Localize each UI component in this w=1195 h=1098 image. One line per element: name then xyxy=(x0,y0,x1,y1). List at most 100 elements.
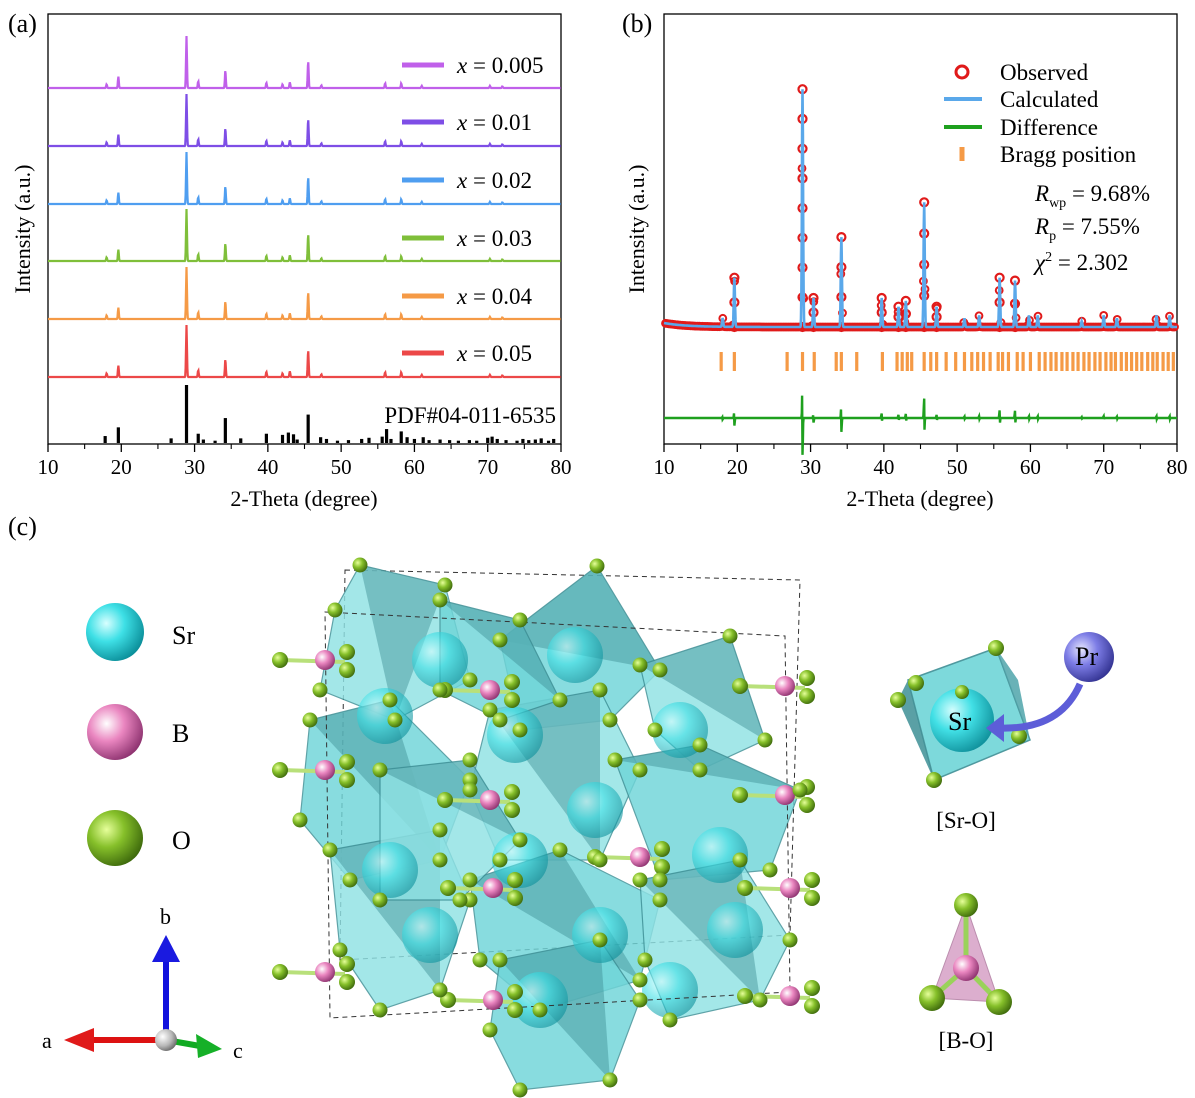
rp-value: Rp = 7.55% xyxy=(1034,214,1140,244)
x-tick-label: 10 xyxy=(38,455,59,479)
legend-label: x = 0.05 xyxy=(456,341,532,366)
x-tick-label: 30 xyxy=(184,455,205,479)
o-atom xyxy=(737,988,753,1004)
b-o-bond xyxy=(744,886,811,892)
o-atom xyxy=(762,862,778,878)
o-atom xyxy=(302,712,318,728)
o-atom xyxy=(532,1002,548,1018)
o-atom xyxy=(602,712,618,728)
legend-o-label: O xyxy=(172,826,191,855)
sr-atom xyxy=(707,902,763,958)
o-atom xyxy=(662,1012,678,1028)
o-atom xyxy=(462,872,478,888)
o-atom xyxy=(632,762,648,778)
legend-b: B xyxy=(87,704,189,760)
b-atom xyxy=(480,680,500,700)
sr-atom xyxy=(492,832,548,888)
pr-label: Pr xyxy=(1075,642,1098,671)
b-o-bond xyxy=(447,886,514,892)
rwp-value: Rwp = 9.68% xyxy=(1034,181,1150,211)
axis-c-letter: c xyxy=(233,1038,243,1063)
o-atom xyxy=(512,832,528,848)
legend-label: Difference xyxy=(1000,115,1098,140)
chart-a-x-ticks: 10 20 30 40 50 60 70 80 xyxy=(38,444,572,479)
o-atom xyxy=(312,682,328,698)
o-atom xyxy=(986,989,1012,1015)
o-atom xyxy=(327,602,343,618)
crystal-structure-panel: Sr B O b a c xyxy=(42,557,1114,1098)
xrd-trace-line xyxy=(48,208,561,263)
o-atom xyxy=(339,974,355,990)
o-atom xyxy=(632,992,648,1008)
sr-o-caption: [Sr-O] xyxy=(936,808,996,833)
b-atom xyxy=(480,790,500,810)
b-atom xyxy=(483,878,503,898)
legend-o: O xyxy=(87,810,191,866)
legend-label: Calculated xyxy=(1000,87,1099,112)
sr-atom xyxy=(512,972,568,1028)
b-atom xyxy=(780,878,800,898)
o-atom xyxy=(437,577,453,593)
o-atom xyxy=(472,952,488,968)
sr-atom xyxy=(642,962,698,1018)
sr-polyhedron-side-2 xyxy=(996,648,1030,740)
o-atom xyxy=(504,674,520,690)
b-polyhedron-detail: [B-O] xyxy=(919,893,1012,1053)
o-atom xyxy=(799,670,815,686)
o-atom xyxy=(1011,728,1027,744)
polyhedron-facet xyxy=(500,566,660,670)
o-atom xyxy=(804,998,820,1014)
substitution-arrow xyxy=(999,682,1084,732)
axis-a-letter: a xyxy=(42,1028,52,1053)
o-atom xyxy=(462,672,478,688)
o-atom xyxy=(637,952,653,968)
o-atom xyxy=(507,984,523,1000)
xrd-trace-line xyxy=(48,151,561,206)
sr-atom xyxy=(412,632,468,688)
o-atom xyxy=(792,782,808,798)
b-atom xyxy=(775,785,795,805)
b-atom xyxy=(315,760,335,780)
o-atom xyxy=(732,678,748,694)
sr-atom xyxy=(402,907,458,963)
b-arrow-head xyxy=(152,935,180,962)
b-atom xyxy=(315,650,335,670)
o-atom xyxy=(339,662,355,678)
legend-label: x = 0.005 xyxy=(456,53,543,78)
atom-legend: Sr B O xyxy=(86,603,195,866)
o-atom xyxy=(437,792,453,808)
o-atom xyxy=(552,692,568,708)
legend-label: Observed xyxy=(1000,60,1089,85)
reference-card-label: PDF#04-011-6535 xyxy=(384,403,556,428)
sr-atom xyxy=(567,782,623,838)
c-arrow-head xyxy=(196,1034,222,1058)
o-atom xyxy=(926,772,942,788)
x-tick-label: 50 xyxy=(331,455,352,479)
o-atom xyxy=(654,841,670,857)
o-atom xyxy=(432,852,448,868)
substitution-arrow-head xyxy=(986,714,1004,742)
sr-polyhedron-detail: Sr Pr [Sr-O] xyxy=(890,632,1114,833)
legend-label: x = 0.04 xyxy=(456,284,532,309)
o-atom xyxy=(782,932,798,948)
o-atom xyxy=(432,592,448,608)
o-atom xyxy=(607,752,623,768)
lattice-axes: b a c xyxy=(42,904,243,1063)
x-tick-label: 50 xyxy=(947,455,968,479)
o-atom xyxy=(372,1002,388,1018)
b-o-caption: [B-O] xyxy=(939,1028,994,1053)
x-tick-label: 20 xyxy=(727,455,748,479)
b-atom xyxy=(780,986,800,1006)
o-atom xyxy=(804,872,820,888)
o-atom xyxy=(332,942,348,958)
bragg-position-ticks xyxy=(719,352,1175,371)
x-tick-label: 10 xyxy=(654,455,675,479)
o-atom xyxy=(512,1082,528,1098)
xrd-trace-line xyxy=(48,93,561,148)
unit-cell-front xyxy=(324,611,791,1019)
b-o-bond xyxy=(739,684,806,690)
b-o-bond xyxy=(279,658,346,664)
refinement-statistics: Rwp = 9.68% Rp = 7.55% χ2 = 2.302 xyxy=(1033,181,1150,275)
